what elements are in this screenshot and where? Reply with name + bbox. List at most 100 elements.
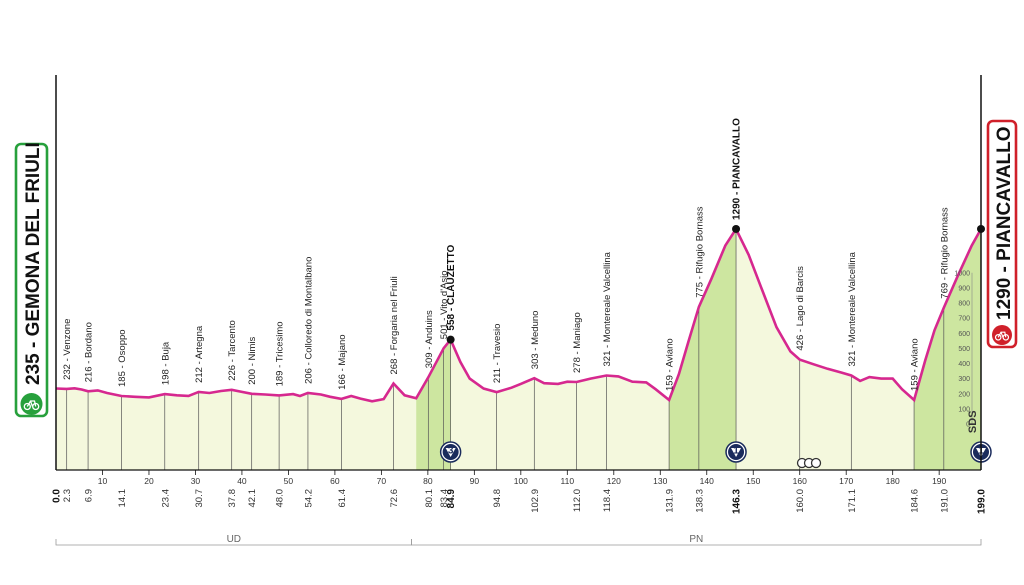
place-label: 198 - Buja xyxy=(160,341,171,385)
place-label: 775 - Rifugio Bornass xyxy=(694,206,705,298)
axis-tick-label: 30 xyxy=(191,476,201,486)
profile-line xyxy=(55,226,983,403)
background-layer xyxy=(56,228,981,470)
axis-tick-label: 10 xyxy=(98,476,108,486)
profile-area-fill xyxy=(56,229,981,470)
altitude-scale-logo: SDS xyxy=(967,410,979,433)
axis-tick-label: 150 xyxy=(746,476,760,486)
distance-label: 146.3 xyxy=(732,489,743,514)
altitude-tick-label: 200 xyxy=(958,391,970,398)
axis-tick-label: 160 xyxy=(793,476,807,486)
axis-tick-label: 180 xyxy=(886,476,900,486)
place-label: 166 - Majano xyxy=(337,334,348,389)
altitude-tick-label: 900 xyxy=(958,285,970,292)
distance-label: 102.9 xyxy=(530,489,541,513)
place-label: 189 - Tricesimo xyxy=(275,321,286,386)
distance-label: 199.0 xyxy=(977,489,988,514)
distance-label: 54.2 xyxy=(303,489,314,508)
distance-label: 2.3 xyxy=(62,489,73,502)
place-label: 268 - Forgaria nel Friuli xyxy=(389,276,400,374)
distance-label: 0.0 xyxy=(52,489,63,503)
axis-tick-label: 40 xyxy=(237,476,247,486)
summit-dot xyxy=(446,335,455,344)
altitude-tick-label: 400 xyxy=(958,361,970,368)
distance-label: 171.1 xyxy=(847,489,858,513)
distance-label: 72.6 xyxy=(389,489,400,508)
axis-tick-label: 130 xyxy=(653,476,667,486)
altitude-tick-label: 800 xyxy=(958,301,970,308)
place-label: 426 - Lago di Barcis xyxy=(795,266,806,351)
axis-tick-label: 140 xyxy=(700,476,714,486)
sprint-marker xyxy=(796,457,822,469)
climb-area xyxy=(914,228,981,470)
axis-tick-label: 120 xyxy=(607,476,621,486)
climb-category-label: 3 xyxy=(448,446,454,457)
distance-label: 37.8 xyxy=(227,489,238,508)
finish-bike-icon xyxy=(994,331,1010,341)
axis-tick-label: 190 xyxy=(932,476,946,486)
place-label: 211 - Travesio xyxy=(492,324,503,384)
distance-label: 14.1 xyxy=(117,489,128,508)
place-label: 216 - Bordano xyxy=(84,322,95,382)
finish-label: 1290 - PIANCAVALLO xyxy=(994,126,1015,320)
place-label: 321 - Montereale Valcellina xyxy=(847,251,858,366)
distance-label: 94.8 xyxy=(492,489,503,508)
axis-tick-label: 20 xyxy=(144,476,154,486)
altitude-tick-label: 0 xyxy=(966,422,970,429)
distance-label: 184.6 xyxy=(910,489,921,513)
altitude-tick-label: 700 xyxy=(958,316,970,323)
bike-icon xyxy=(23,400,40,411)
region-label: UD xyxy=(227,534,241,545)
place-label: 185 - Osoppo xyxy=(117,329,128,387)
climb-badge-shape xyxy=(731,448,742,457)
start-badge: 235 - GEMONA DEL FRIULI xyxy=(14,75,57,470)
distance-label: 118.4 xyxy=(602,489,613,512)
altitude-tick-label: 1000 xyxy=(954,270,970,277)
distance-labels: 0.0 2.3 6.9 14.1 23.4 30.7 37.8 42.1 48.0 54.2 61.… xyxy=(52,489,988,514)
start-label: 235 - GEMONA DEL FRIULI xyxy=(23,142,44,385)
distance-label: 112.0 xyxy=(572,489,583,512)
distance-label: 61.4 xyxy=(337,489,348,508)
place-label: 501 - Vito d'Asio xyxy=(439,270,450,339)
distance-label: 48.0 xyxy=(275,489,286,508)
climb-area xyxy=(416,339,451,470)
axis-tick-label: 70 xyxy=(377,476,387,486)
region-brackets: UD PN xyxy=(55,534,982,546)
distance-label: 83.4 xyxy=(439,489,450,508)
distance-label: 23.4 xyxy=(160,489,171,508)
region-bracket xyxy=(411,539,982,546)
finish-badge: 1290 - PIANCAVALLO xyxy=(980,75,1018,470)
axis-tick-label: 80 xyxy=(423,476,433,486)
axis-tick-label: 60 xyxy=(330,476,340,486)
altitude-tick-label: 300 xyxy=(958,376,970,383)
distance-label: 160.0 xyxy=(795,489,806,513)
place-guide-lines xyxy=(66,228,945,470)
place-label: 159 - Aviano xyxy=(910,338,921,391)
distance-label: 6.9 xyxy=(84,489,95,502)
place-label: 232 - Venzone xyxy=(62,319,73,380)
distance-label: 84.9 xyxy=(446,489,457,509)
place-label: 206 - Colloredo di Montalbano xyxy=(303,257,314,384)
axis-tick-label: 50 xyxy=(284,476,294,486)
climb-category-label: 1 xyxy=(733,446,739,457)
distance-label: 131.9 xyxy=(665,489,676,513)
place-labels: 232 - Venzone 216 - Bordano 185 - Osoppo 19… xyxy=(62,118,950,391)
distance-label: 80.1 xyxy=(424,489,435,508)
place-label: 1290 - PIANCAVALLO xyxy=(732,118,743,220)
sprint-rings-icon xyxy=(810,457,822,469)
place-label: 212 - Artegna xyxy=(194,325,205,383)
distance-label: 42.1 xyxy=(247,489,258,508)
place-label: 159 - Aviano xyxy=(665,338,676,391)
region-label: PN xyxy=(689,534,703,545)
place-label: 278 - Maniago xyxy=(572,312,583,373)
altitude-tick-label: 600 xyxy=(958,331,970,338)
place-label: 558 - CLAUZETTO xyxy=(446,244,457,330)
climb-badge-shape xyxy=(445,448,456,457)
axis-tick-label: 110 xyxy=(561,476,575,486)
climb-badges: 311 xyxy=(439,441,992,463)
axis-tick-label: 90 xyxy=(470,476,480,486)
altitude-tick-label: 500 xyxy=(958,346,970,353)
axis-tick-label: 100 xyxy=(514,476,528,486)
place-label: 303 - Meduno xyxy=(530,311,541,370)
